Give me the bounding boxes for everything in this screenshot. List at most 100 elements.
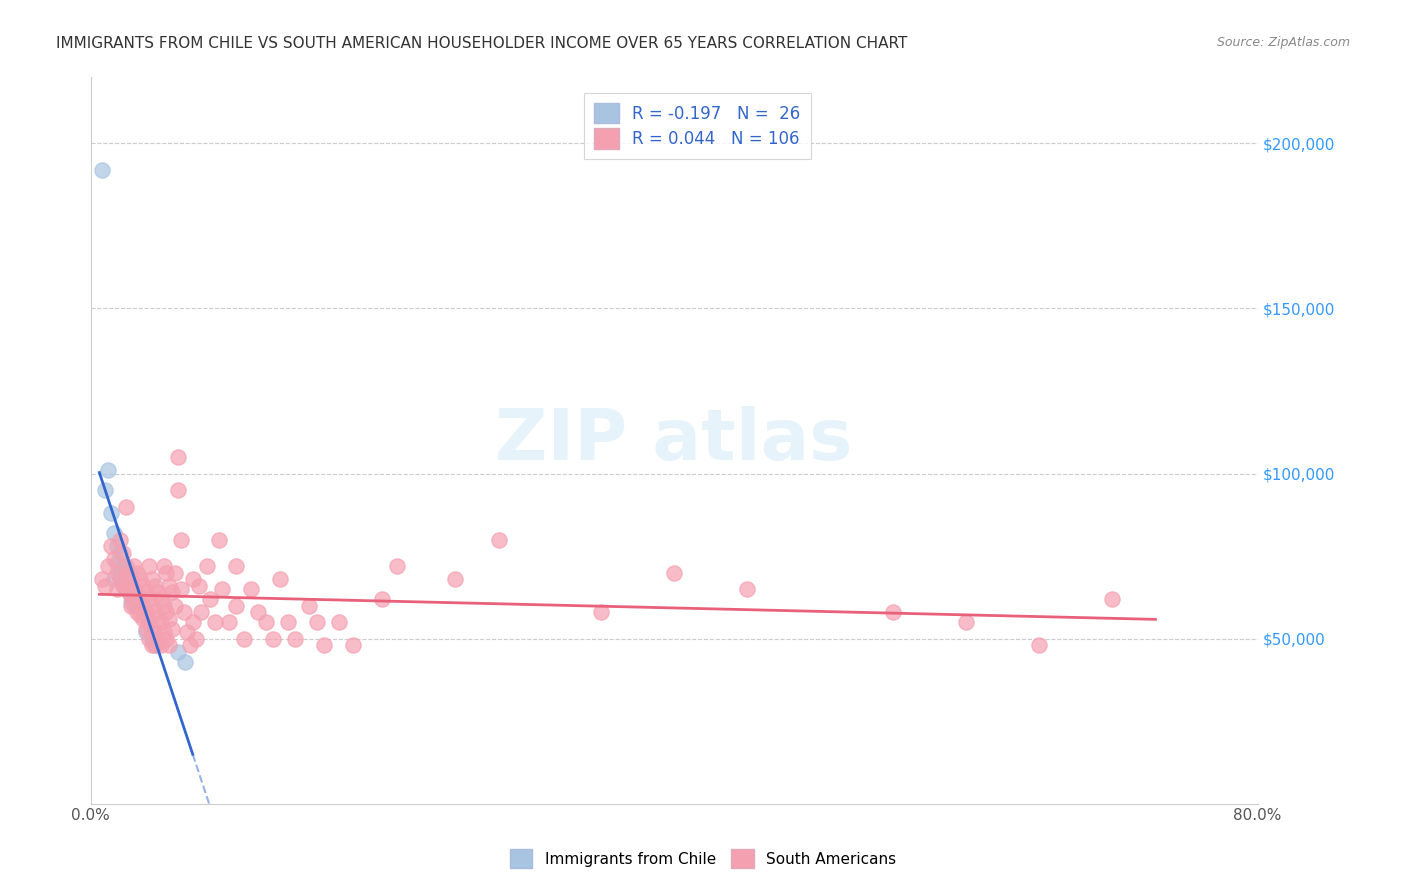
Point [152, 558, 174, 573]
Point [143, 579, 166, 593]
Point [187, 579, 209, 593]
Point [155, 632, 177, 646]
Point [135, 605, 157, 619]
Point [91, 162, 114, 177]
Point [124, 558, 146, 573]
Point [103, 552, 125, 566]
Point [240, 582, 263, 596]
Point [157, 579, 180, 593]
Point [141, 572, 163, 586]
Point [735, 582, 758, 596]
Point [176, 624, 198, 639]
Point [132, 605, 155, 619]
Point [385, 558, 408, 573]
Point [232, 632, 254, 646]
Point [100, 539, 122, 553]
Point [200, 591, 222, 606]
Point [152, 599, 174, 613]
Point [141, 632, 163, 646]
Point [132, 612, 155, 626]
Point [167, 450, 190, 464]
Point [165, 599, 187, 613]
Point [114, 582, 136, 596]
Point [108, 546, 131, 560]
Point [117, 579, 139, 593]
Point [167, 483, 190, 497]
Point [141, 622, 163, 636]
Legend: R = -0.197   N =  26, R = 0.044   N = 106: R = -0.197 N = 26, R = 0.044 N = 106 [583, 93, 811, 159]
Point [114, 500, 136, 514]
Point [127, 566, 149, 580]
Point [127, 605, 149, 619]
Point [247, 605, 270, 619]
Point [97, 558, 120, 573]
Point [120, 572, 142, 586]
Point [173, 605, 195, 619]
Point [120, 599, 142, 613]
Point [94, 579, 117, 593]
Point [141, 599, 163, 613]
Point [146, 632, 169, 646]
Point [305, 615, 328, 629]
Point [328, 615, 350, 629]
Point [225, 558, 247, 573]
Point [262, 632, 284, 646]
Point [190, 605, 212, 619]
Point [179, 638, 201, 652]
Point [100, 506, 122, 520]
Point [184, 632, 207, 646]
Point [138, 558, 160, 573]
Point [181, 572, 204, 586]
Point [138, 632, 160, 646]
Point [254, 615, 277, 629]
Point [132, 599, 155, 613]
Point [111, 579, 134, 593]
Text: IMMIGRANTS FROM CHILE VS SOUTH AMERICAN HOUSEHOLDER INCOME OVER 65 YEARS CORRELA: IMMIGRANTS FROM CHILE VS SOUTH AMERICAN … [56, 36, 908, 51]
Point [111, 558, 134, 573]
Point [152, 624, 174, 639]
Point [124, 582, 146, 596]
Text: Source: ZipAtlas.com: Source: ZipAtlas.com [1216, 36, 1350, 49]
Point [143, 638, 166, 652]
Point [155, 566, 177, 580]
Point [371, 591, 394, 606]
Point [165, 566, 187, 580]
Point [662, 566, 685, 580]
Point [111, 575, 134, 590]
Point [208, 533, 231, 547]
Point [195, 558, 218, 573]
Point [135, 624, 157, 639]
Point [120, 595, 142, 609]
Point [342, 638, 364, 652]
Point [127, 585, 149, 599]
Point [143, 638, 166, 652]
Point [120, 589, 142, 603]
Point [312, 638, 335, 652]
Point [129, 608, 152, 623]
Point [114, 558, 136, 573]
Point [225, 599, 247, 613]
Point [162, 622, 184, 636]
Point [155, 605, 177, 619]
Point [111, 546, 134, 560]
Point [108, 572, 131, 586]
Point [488, 533, 510, 547]
Point [105, 582, 128, 596]
Point [108, 569, 131, 583]
Point [138, 615, 160, 629]
Point [129, 591, 152, 606]
Point [146, 585, 169, 599]
Point [117, 585, 139, 599]
Point [1101, 591, 1123, 606]
Point [157, 638, 180, 652]
Point [269, 572, 291, 586]
Point [444, 572, 467, 586]
Point [138, 615, 160, 629]
Text: ZIP atlas: ZIP atlas [495, 406, 852, 475]
Point [135, 622, 157, 636]
Point [218, 615, 240, 629]
Point [124, 589, 146, 603]
Point [170, 582, 193, 596]
Point [117, 566, 139, 580]
Point [157, 612, 180, 626]
